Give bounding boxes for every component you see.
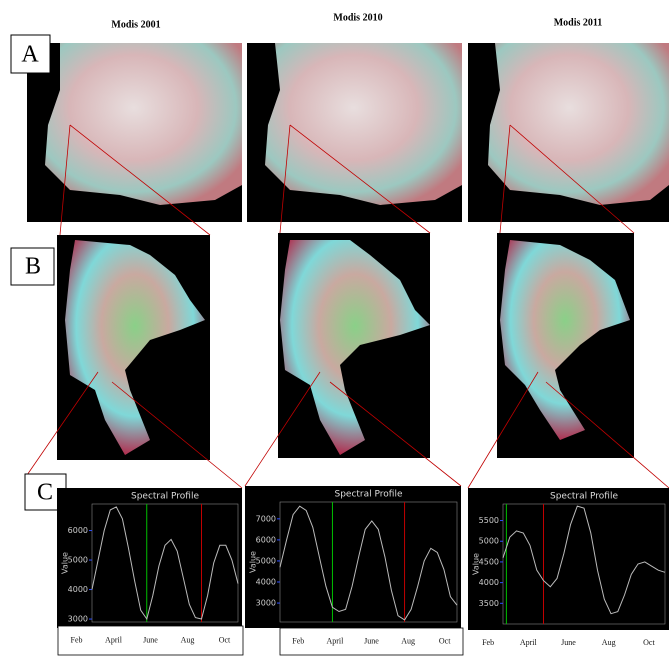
column-title: Modis 2010 [333, 12, 382, 23]
y-tick-label: 3000 [256, 599, 276, 608]
month-label: April [105, 635, 123, 644]
panel-label: B [25, 254, 41, 280]
month-label: Oct [439, 636, 451, 645]
chart-title: Spectral Profile [131, 492, 199, 502]
chart-title: Spectral Profile [334, 490, 402, 500]
panel-label: C [37, 480, 53, 506]
y-tick-label: 4500 [479, 557, 499, 566]
month-label: June [561, 638, 576, 647]
y-tick-label: 5000 [479, 537, 499, 546]
y-tick-label: 5000 [256, 556, 276, 565]
month-label: April [520, 638, 538, 647]
chart-background [245, 486, 461, 628]
chart-title: Spectral Profile [550, 492, 618, 502]
y-tick-label: 7000 [256, 514, 276, 523]
month-label: Oct [643, 638, 655, 647]
y-tick-label: 4000 [68, 585, 88, 594]
figure: Modis 2001 Modis 2010 Modis 2011 A B C S… [0, 0, 669, 657]
y-tick-label: 6000 [256, 535, 276, 544]
panel-label: A [21, 42, 39, 68]
y-tick-label: 5000 [68, 556, 88, 565]
satellite-images [27, 43, 669, 460]
y-tick-label: 4000 [256, 578, 276, 587]
month-label: Feb [482, 638, 494, 647]
month-label: Feb [71, 635, 83, 644]
month-label: Aug [602, 638, 616, 647]
month-label: Aug [401, 636, 415, 645]
month-label: June [143, 635, 158, 644]
y-tick-label: 4000 [479, 578, 499, 587]
month-label: Aug [181, 635, 195, 644]
y-tick-label: 3000 [68, 615, 88, 624]
column-title: Modis 2001 [111, 19, 160, 30]
column-title: Modis 2011 [554, 17, 603, 28]
month-label: June [364, 636, 379, 645]
month-label: Oct [219, 635, 231, 644]
y-tick-label: 3500 [479, 599, 499, 608]
month-label: Feb [292, 636, 304, 645]
y-tick-label: 5500 [479, 516, 499, 525]
y-tick-label: 6000 [68, 526, 88, 535]
month-label: April [326, 636, 344, 645]
